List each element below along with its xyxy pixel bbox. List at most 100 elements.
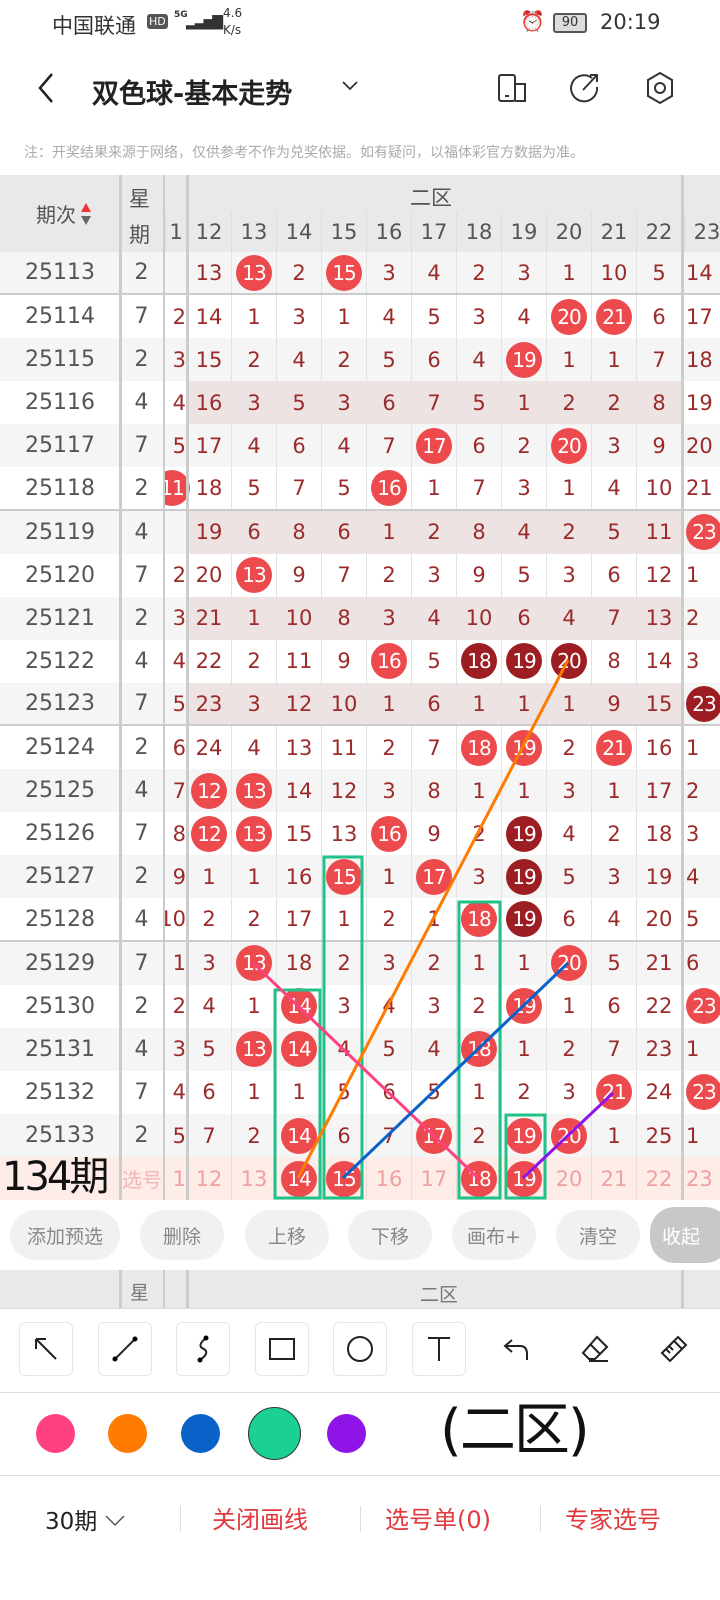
table-row[interactable]: 25121 2 3 21 1 10 8 3 4 10 6 4 7 13 2 <box>0 596 720 640</box>
predict-col-11[interactable]: 1 <box>172 1166 186 1191</box>
eraser-button[interactable] <box>568 1322 622 1376</box>
ball-hit: 18 <box>461 901 497 938</box>
curve-tool[interactable] <box>176 1322 230 1376</box>
cell-col-21: 8 <box>591 639 636 683</box>
collapse-button[interactable]: 收起 <box>650 1207 720 1263</box>
weekday: 7 <box>134 950 149 976</box>
preselect-label[interactable]: 选号 <box>122 1168 162 1193</box>
predict-cell-22[interactable]: 22 <box>636 1157 681 1200</box>
color-blue[interactable] <box>181 1414 220 1453</box>
predict-cell-13[interactable]: 13 <box>231 1157 276 1200</box>
column-header[interactable]: 1 <box>165 212 186 252</box>
column-header[interactable]: 14 <box>276 212 321 252</box>
circle-tool[interactable] <box>333 1322 387 1376</box>
predict-cell-14[interactable]: 14 <box>276 1157 321 1200</box>
table-row[interactable]: 25132 7 4 6 1 1 5 6 5 1 2 3 21 24 23 <box>0 1070 720 1114</box>
move-up-button[interactable]: 上移 <box>245 1210 329 1260</box>
table-row[interactable]: 25124 2 6 24 4 13 11 2 7 18 19 2 21 16 1 <box>0 726 720 770</box>
close-draw-button[interactable]: 关闭画线 <box>212 1506 308 1534</box>
color-orange[interactable] <box>108 1414 147 1453</box>
clear-button[interactable]: 清空 <box>556 1210 640 1260</box>
table-row[interactable]: 25122 4 4 22 2 11 9 16 5 18 19 20 8 14 3 <box>0 639 720 683</box>
predict-col-23[interactable]: 23 <box>686 1166 713 1191</box>
cell-col-23: 1 <box>686 735 700 760</box>
predict-cell-20[interactable]: 20 <box>546 1157 591 1200</box>
color-green-selected[interactable] <box>248 1407 301 1460</box>
cell-col-14: 11 <box>276 639 321 683</box>
selection-list-button[interactable]: 选号单(0) <box>385 1506 491 1534</box>
settings-icon[interactable] <box>643 70 677 106</box>
predict-row[interactable]: 选号 1 12 13 14 15 16 17 18 19 20 21 22 23 <box>0 1157 720 1200</box>
trend-table[interactable]: 期次 星 期 二区 1 12 13 14 15 16 17 18 19 20 21 22 23 2511… <box>0 175 720 1200</box>
color-purple[interactable] <box>327 1414 366 1453</box>
undo-button[interactable] <box>490 1322 544 1376</box>
ball-hit: 20 <box>551 945 587 982</box>
predict-cell-12[interactable]: 12 <box>186 1157 231 1200</box>
table-row[interactable]: 25116 4 4 16 3 5 3 6 7 5 1 2 2 8 19 <box>0 381 720 425</box>
cell-col-11: 1 <box>172 951 186 976</box>
cell-col-22: 18 <box>636 812 681 856</box>
table-row[interactable]: 25115 2 3 15 2 4 2 5 6 4 19 1 1 7 18 <box>0 338 720 382</box>
table-row[interactable]: 25129 7 1 3 13 18 2 3 2 1 1 20 5 21 6 <box>0 941 720 985</box>
table-row[interactable]: 25118 2 11 18 5 7 5 16 1 7 3 1 4 10 21 <box>0 467 720 511</box>
device-icon[interactable] <box>496 72 530 106</box>
move-down-button[interactable]: 下移 <box>348 1210 432 1260</box>
table-row[interactable]: 25127 2 9 1 1 16 15 1 17 3 19 5 3 19 4 <box>0 855 720 899</box>
sort-icon[interactable] <box>79 201 93 227</box>
table-row[interactable]: 25128 4 10 2 2 17 1 2 1 18 19 6 4 20 5 <box>0 898 720 942</box>
predict-cell-18[interactable]: 18 <box>456 1157 501 1200</box>
cell-col-19: 19 <box>501 855 546 899</box>
chevron-down-icon[interactable] <box>340 78 360 94</box>
column-header[interactable]: 21 <box>591 212 636 252</box>
column-header[interactable]: 16 <box>366 212 411 252</box>
issue-number: 25123 <box>25 691 95 717</box>
color-pink[interactable] <box>36 1414 75 1453</box>
table-row[interactable]: 25133 2 5 7 2 14 6 7 17 2 19 20 1 25 1 <box>0 1114 720 1158</box>
rectangle-tool[interactable] <box>255 1322 309 1376</box>
predict-cell-21[interactable]: 21 <box>591 1157 636 1200</box>
table-row[interactable]: 25120 7 2 20 13 9 7 2 3 9 5 3 6 12 1 <box>0 553 720 597</box>
ball-hit: 12 <box>191 815 227 852</box>
predict-cell-19[interactable]: 19 <box>501 1157 546 1200</box>
clear-brush-button[interactable] <box>646 1322 700 1376</box>
cell-col-18: 6 <box>456 424 501 468</box>
table-row[interactable]: 25113 2 13 13 2 15 3 4 2 3 1 10 5 14 <box>0 252 720 296</box>
column-header[interactable]: 22 <box>636 212 681 252</box>
issue-header[interactable]: 期次 <box>36 199 93 228</box>
predict-cell-16[interactable]: 16 <box>366 1157 411 1200</box>
ball-hit: 17 <box>416 858 452 895</box>
column-header[interactable]: 18 <box>456 212 501 252</box>
table-row[interactable]: 25125 4 7 12 13 14 12 3 8 1 1 3 1 17 2 <box>0 769 720 813</box>
table-row[interactable]: 25119 4 19 6 8 6 1 2 8 4 2 5 11 23 <box>0 510 720 554</box>
cell-col-11: 2 <box>172 304 186 329</box>
table-row[interactable]: 25117 7 5 17 4 6 4 7 17 6 2 20 3 9 20 <box>0 424 720 468</box>
expert-pick-button[interactable]: 专家选号 <box>565 1506 661 1534</box>
weekday: 4 <box>134 648 149 674</box>
period-selector[interactable]: 30期 <box>45 1502 127 1536</box>
text-tool[interactable] <box>412 1322 466 1376</box>
table-row[interactable]: 25131 4 3 5 13 14 4 5 4 18 1 2 7 23 1 <box>0 1027 720 1071</box>
delete-button[interactable]: 删除 <box>140 1210 224 1260</box>
column-header[interactable]: 20 <box>546 212 591 252</box>
page-title[interactable]: 双色球-基本走势 <box>92 79 293 110</box>
table-row[interactable]: 25130 2 2 4 1 14 3 4 3 2 19 1 6 22 23 <box>0 984 720 1028</box>
cell-col-20: 4 <box>546 812 591 856</box>
column-header[interactable]: 23 <box>684 212 720 252</box>
column-header[interactable]: 15 <box>321 212 366 252</box>
arrow-tool[interactable] <box>19 1322 73 1376</box>
line-tool[interactable] <box>98 1322 152 1376</box>
table-row[interactable]: 25126 7 8 12 13 15 13 16 9 2 19 4 2 18 3 <box>0 812 720 856</box>
column-header[interactable]: 13 <box>231 212 276 252</box>
canvas-plus-button[interactable]: 画布+ <box>452 1210 536 1260</box>
share-icon[interactable] <box>568 70 602 104</box>
issue-number: 25126 <box>25 821 95 847</box>
predict-cell-15[interactable]: 15 <box>321 1157 366 1200</box>
add-preselect-button[interactable]: 添加预选 <box>10 1210 120 1260</box>
back-icon[interactable] <box>34 70 58 106</box>
column-header[interactable]: 12 <box>186 212 231 252</box>
table-row[interactable]: 25123 7 5 23 3 12 10 1 6 1 1 1 9 15 23 <box>0 683 720 727</box>
column-header[interactable]: 19 <box>501 212 546 252</box>
table-row[interactable]: 25114 7 2 14 1 3 1 4 5 3 4 20 21 6 17 <box>0 295 720 339</box>
predict-cell-17[interactable]: 17 <box>411 1157 456 1200</box>
column-header[interactable]: 17 <box>411 212 456 252</box>
